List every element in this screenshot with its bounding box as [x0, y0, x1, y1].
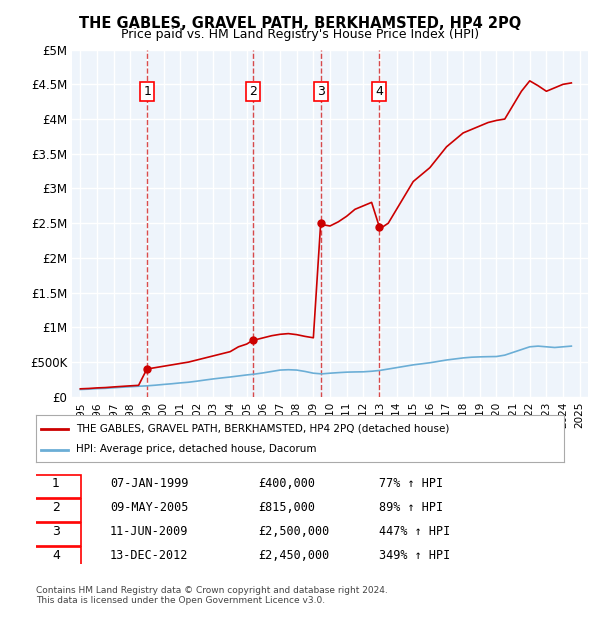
- Text: 3: 3: [317, 85, 325, 98]
- Text: £2,450,000: £2,450,000: [258, 549, 329, 562]
- Text: £2,500,000: £2,500,000: [258, 525, 329, 538]
- Text: 349% ↑ HPI: 349% ↑ HPI: [379, 549, 451, 562]
- Text: 77% ↑ HPI: 77% ↑ HPI: [379, 477, 443, 490]
- FancyBboxPatch shape: [34, 523, 81, 546]
- FancyBboxPatch shape: [34, 499, 81, 522]
- Text: £815,000: £815,000: [258, 501, 315, 514]
- Text: 3: 3: [52, 525, 60, 538]
- Text: 2: 2: [52, 501, 60, 514]
- Text: 1: 1: [52, 477, 60, 490]
- Text: 07-JAN-1999: 07-JAN-1999: [110, 477, 188, 490]
- Text: 11-JUN-2009: 11-JUN-2009: [110, 525, 188, 538]
- Text: 1: 1: [143, 85, 151, 98]
- Text: Price paid vs. HM Land Registry's House Price Index (HPI): Price paid vs. HM Land Registry's House …: [121, 28, 479, 41]
- Text: 447% ↑ HPI: 447% ↑ HPI: [379, 525, 451, 538]
- Text: 4: 4: [52, 549, 60, 562]
- Text: THE GABLES, GRAVEL PATH, BERKHAMSTED, HP4 2PQ (detached house): THE GABLES, GRAVEL PATH, BERKHAMSTED, HP…: [76, 423, 449, 433]
- Text: HPI: Average price, detached house, Dacorum: HPI: Average price, detached house, Daco…: [76, 445, 316, 454]
- Text: 09-MAY-2005: 09-MAY-2005: [110, 501, 188, 514]
- Text: 4: 4: [376, 85, 383, 98]
- Text: £400,000: £400,000: [258, 477, 315, 490]
- Text: Contains HM Land Registry data © Crown copyright and database right 2024.
This d: Contains HM Land Registry data © Crown c…: [36, 586, 388, 605]
- FancyBboxPatch shape: [34, 547, 81, 570]
- Text: 89% ↑ HPI: 89% ↑ HPI: [379, 501, 443, 514]
- FancyBboxPatch shape: [34, 475, 81, 498]
- Text: THE GABLES, GRAVEL PATH, BERKHAMSTED, HP4 2PQ: THE GABLES, GRAVEL PATH, BERKHAMSTED, HP…: [79, 16, 521, 30]
- Text: 13-DEC-2012: 13-DEC-2012: [110, 549, 188, 562]
- Text: 2: 2: [249, 85, 257, 98]
